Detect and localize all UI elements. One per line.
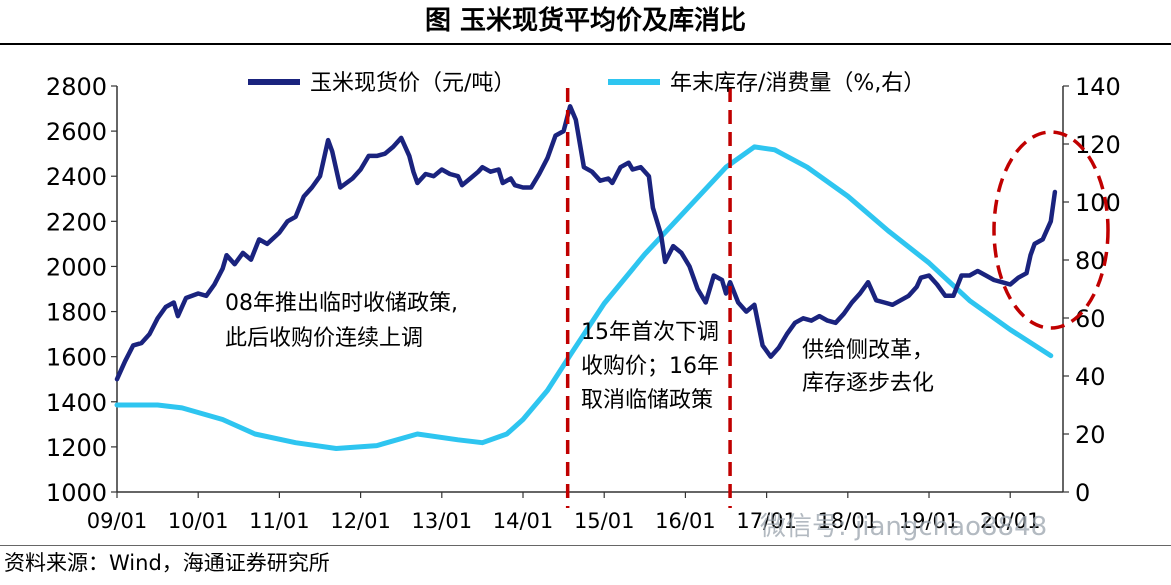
source-note: 资料来源：Wind，海通证券研究所 <box>4 551 330 575</box>
x-tick-label: 20/01 <box>980 509 1041 533</box>
series-line-stock-ratio <box>114 144 1054 451</box>
annotation-text: 收购价；16年 <box>581 354 719 379</box>
y-left-tick-label: 1800 <box>46 299 107 327</box>
source-divider <box>0 545 1171 546</box>
annotation-text: 取消临储政策 <box>581 388 713 413</box>
y-right-tick-label: 40 <box>1075 363 1106 391</box>
annotation-text: 此后收购价连续上调 <box>225 326 423 351</box>
x-tick-label: 12/01 <box>330 509 391 533</box>
chart-title: 图 玉米现货平均价及库消比 <box>424 6 747 36</box>
x-tick-label: 13/01 <box>412 509 473 533</box>
y-right-tick-label: 20 <box>1075 421 1106 449</box>
x-tick-label: 15/01 <box>574 509 635 533</box>
y-right-tick-label: 140 <box>1075 73 1121 101</box>
y-left-tick-label: 1200 <box>46 434 107 462</box>
y-right-tick-label: 100 <box>1075 189 1121 217</box>
watermark: 微信号: jiangchao8848 <box>760 512 1047 542</box>
y-right-tick-label: 60 <box>1075 305 1106 333</box>
annotation-layer: 08年推出临时收储政策, 此后收购价连续上调 15年首次下调收购价；16年取消临储政… <box>225 88 1110 508</box>
y-left-tick-label: 2600 <box>46 118 107 146</box>
legend-label-ratio: 年末库存/消费量（%,右） <box>670 71 925 96</box>
annotation-text: 15年首次下调 <box>581 320 719 345</box>
annotation-text: 08年推出临时收储政策, <box>225 291 458 316</box>
y-left-tick-label: 1400 <box>46 389 107 417</box>
y-left-tick-label: 1000 <box>46 479 107 507</box>
x-tick-label: 14/01 <box>493 509 554 533</box>
y-left-tick-label: 1600 <box>46 344 107 372</box>
x-tick-label: 16/01 <box>655 509 716 533</box>
legend-label-price: 玉米现货价（元/吨） <box>310 71 515 96</box>
axes-layer: 1000120014001600180020002200240026002800… <box>46 73 1121 533</box>
annotation-text: 供给侧改革， <box>802 338 934 363</box>
y-right-tick-label: 80 <box>1075 247 1106 275</box>
legend: 玉米现货价（元/吨） 年末库存/消费量（%,右） <box>248 71 925 96</box>
y-right-tick-label: 0 <box>1075 479 1090 507</box>
chart: 1000120014001600180020002200240026002800… <box>46 71 1121 542</box>
x-tick-label: 19/01 <box>899 509 960 533</box>
title-divider <box>0 43 1171 45</box>
series-line-price <box>114 104 1058 382</box>
highlight-ellipse <box>992 130 1110 330</box>
y-left-tick-label: 2200 <box>46 208 107 236</box>
y-left-tick-label: 2000 <box>46 253 107 281</box>
x-tick-label: 10/01 <box>168 509 229 533</box>
y-right-tick-label: 120 <box>1075 131 1121 159</box>
x-tick-label: 09/01 <box>87 509 148 533</box>
y-left-tick-label: 2800 <box>46 73 107 101</box>
x-tick-label: 11/01 <box>249 509 310 533</box>
series-layer <box>114 104 1058 451</box>
annotation-text: 库存逐步去化 <box>802 371 934 396</box>
x-tick-label: 18/01 <box>818 509 879 533</box>
y-left-tick-label: 2400 <box>46 163 107 191</box>
x-tick-label: 17/01 <box>736 509 797 533</box>
